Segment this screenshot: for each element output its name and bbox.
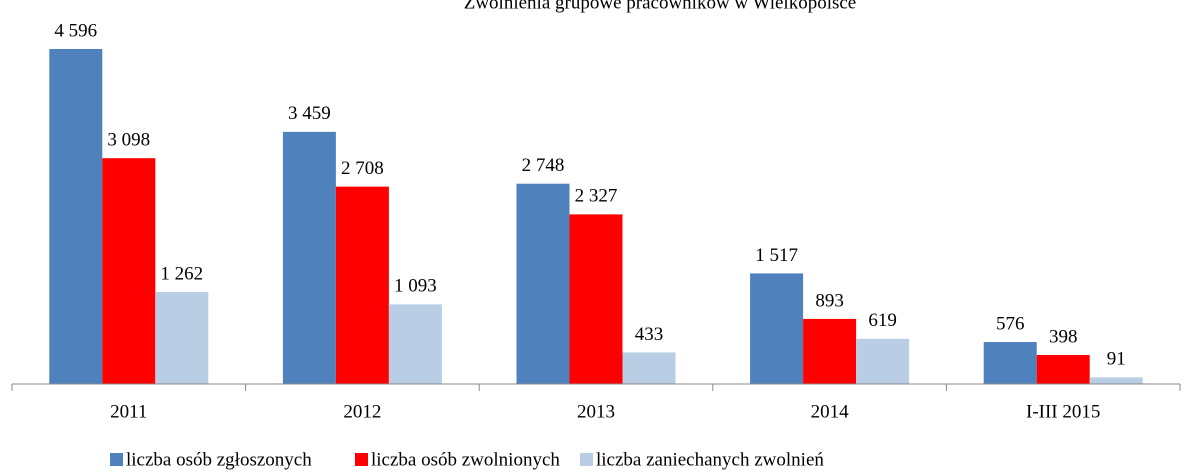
bar	[569, 214, 623, 384]
value-label: 2 748	[522, 155, 565, 176]
x-tick-label: 2014	[811, 401, 850, 422]
value-label: 398	[1049, 326, 1078, 347]
value-label: 3 459	[288, 103, 331, 124]
value-label: 1 262	[160, 263, 203, 284]
bar	[750, 273, 804, 384]
value-label: 893	[815, 290, 844, 311]
value-label: 3 098	[107, 130, 150, 151]
bar	[856, 338, 910, 384]
bar	[155, 292, 209, 384]
legend-label: liczba osób zwolnionych	[371, 449, 560, 470]
value-label: 91	[1107, 349, 1126, 370]
x-tick-label: 2013	[577, 401, 615, 422]
bar	[622, 352, 676, 384]
legend-swatch	[355, 453, 368, 466]
value-label: 2 327	[575, 186, 618, 207]
bar	[803, 318, 857, 384]
bar	[282, 131, 336, 384]
bar	[983, 342, 1037, 384]
legend-swatch	[580, 453, 593, 466]
bar	[102, 158, 156, 384]
bar	[335, 186, 389, 384]
value-label: 619	[868, 310, 897, 331]
x-tick-label: I-III 2015	[1026, 401, 1100, 422]
bar	[49, 49, 103, 384]
legend-label: liczba osób zgłoszonych	[126, 449, 312, 470]
value-label: 433	[635, 324, 664, 345]
bar	[1089, 377, 1143, 384]
value-label: 1 093	[394, 276, 437, 297]
chart-title: Zwolnienia grupowe pracowników w Wielkop…	[464, 0, 857, 13]
legend-label: liczba zaniechanych zwolnień	[596, 449, 824, 470]
value-label: 1 517	[755, 245, 798, 266]
bar	[388, 304, 442, 384]
bar	[1036, 354, 1090, 384]
legend-swatch	[110, 453, 123, 466]
value-label: 576	[996, 313, 1025, 334]
x-tick-label: 2011	[110, 401, 147, 422]
value-label: 4 596	[54, 20, 97, 41]
value-label: 2 708	[341, 158, 384, 179]
bar	[516, 183, 570, 384]
x-tick-label: 2012	[343, 401, 381, 422]
